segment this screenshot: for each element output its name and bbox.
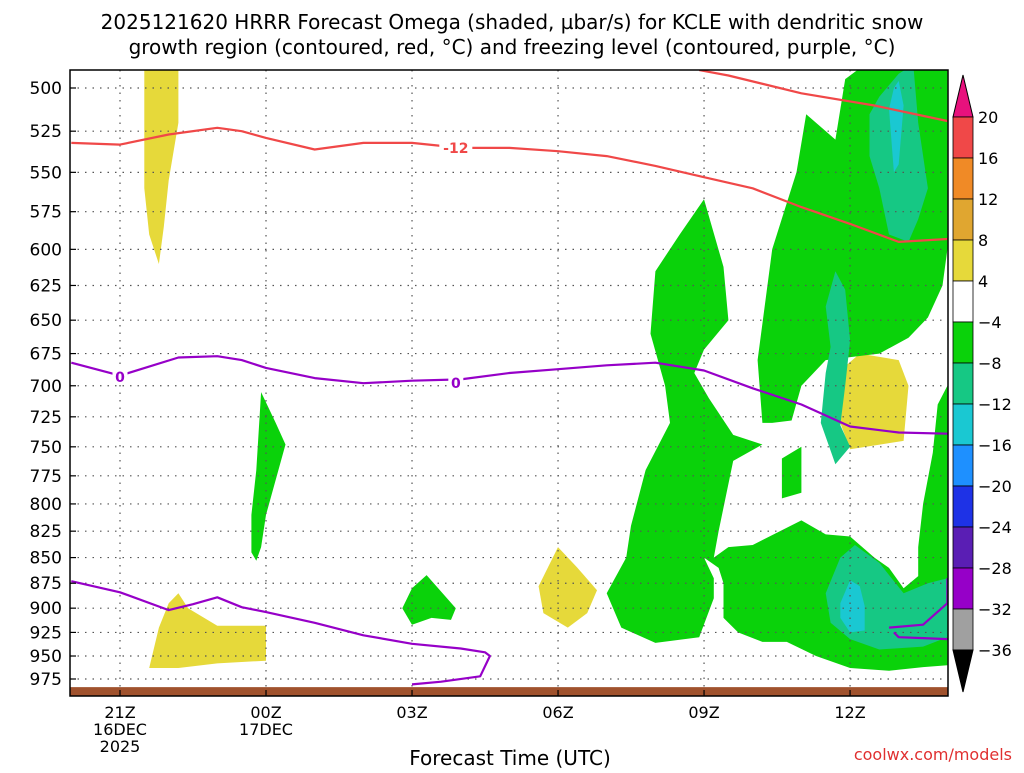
negative-omega-area-5 [781, 446, 802, 499]
y-tick-label-800: 800 [30, 495, 62, 515]
x-axis-label: Forecast Time (UTC) [409, 746, 611, 768]
credit-text: coolwx.com/models [854, 745, 1012, 764]
colorbar-bin-5 [952, 280, 974, 323]
colorbar-bin-4 [952, 239, 974, 282]
y-tick-label-750: 750 [30, 438, 62, 458]
y-tick-label-950: 950 [30, 647, 62, 667]
y-tick-label-900: 900 [30, 599, 62, 619]
surface-ground-strip [70, 687, 948, 696]
y-tick-label-825: 825 [30, 522, 62, 542]
surface-terrain-layer [70, 687, 948, 696]
colorbar-bin-8 [952, 403, 974, 446]
negative-omega-area-1 [251, 392, 286, 561]
colorbar-label-13: −36 [978, 641, 1012, 660]
y-tick-label-525: 525 [30, 122, 62, 142]
y-tick-label-850: 850 [30, 549, 62, 569]
dgz-contour-label-0: -12 [443, 141, 468, 157]
colorbar-bin-bottom [952, 649, 974, 693]
y-tick-label-650: 650 [30, 311, 62, 331]
y-tick-label-875: 875 [30, 574, 62, 594]
colorbar-label-5: −4 [978, 313, 1002, 332]
plot-frame [69, 69, 949, 697]
y-tick-label-725: 725 [30, 408, 62, 428]
colorbar-label-1: 16 [978, 149, 998, 168]
x-tick-label-0-2: 2025 [100, 737, 141, 756]
colorbar-label-11: −28 [978, 559, 1012, 578]
dgz-upper-contour [698, 70, 948, 123]
colorbar-label-0: 20 [978, 108, 998, 127]
colorbar-bin-11 [952, 526, 974, 569]
freezing-level-label-1-bg [448, 374, 464, 392]
x-tick-label-0-1: 16DEC [93, 720, 147, 739]
y-tick-label-550: 550 [30, 163, 62, 183]
colorbar-label-4: 4 [978, 272, 988, 291]
x-tick-label-5-0: 12Z [834, 703, 865, 722]
y-tick-label-500: 500 [30, 79, 62, 99]
positive-omega-area-2 [149, 593, 266, 668]
y-tick-label-775: 775 [30, 467, 62, 487]
colorbar-bin-1 [952, 116, 974, 159]
chart-title-line-1: 2025121620 HRRR Forecast Omega (shaded, … [101, 10, 924, 34]
negative-omega-area-2 [402, 575, 456, 625]
x-tick-label-1-1: 17DEC [239, 720, 293, 739]
dgz-minus12-contour [71, 126, 948, 243]
freezing-level-contour [71, 355, 948, 435]
x-tick-label-4-0: 09Z [688, 703, 719, 722]
colorbar-label-10: −24 [978, 518, 1012, 537]
y-tick-label-675: 675 [30, 345, 62, 365]
colorbar-bin-9 [952, 444, 974, 487]
x-tick-label-3-0: 06Z [542, 703, 573, 722]
colorbar-label-8: −16 [978, 436, 1012, 455]
omega-minus-12-area-1 [889, 80, 904, 173]
freezing-level-label-0: 0 [115, 370, 125, 386]
x-tick-label-0-0: 21Z [104, 703, 135, 722]
y-tick-label-975: 975 [30, 670, 62, 690]
y-tick-label-575: 575 [30, 203, 62, 223]
y-tick-label-925: 925 [30, 623, 62, 643]
positive-omega-area-1 [144, 70, 179, 264]
dgz-contour-label-0-bg [439, 138, 473, 156]
omega-minus-12-area-2 [840, 580, 865, 633]
contour-layer: -12 0 0 [71, 70, 948, 686]
freezing-level-right-contour-2 [893, 631, 948, 641]
y-axis: 500 525 550 575 600 625 650 675 700 725 750 775 800 8… [30, 79, 76, 690]
x-tick-label-2-0: 03Z [396, 703, 427, 722]
omega-shading-layer [144, 70, 948, 671]
colorbar-label-2: 12 [978, 190, 998, 209]
x-tick-label-1-0: 00Z [250, 703, 281, 722]
colorbar-bin-13 [952, 608, 974, 651]
freezing-level-low-contour [71, 580, 491, 686]
colorbar-label-3: 8 [978, 231, 988, 250]
chart-title-line-2: growth region (contoured, red, °C) and f… [129, 35, 896, 59]
colorbar-bin-10 [952, 485, 974, 528]
colorbar-bin-7 [952, 362, 974, 405]
colorbar-label-6: −8 [978, 354, 1002, 373]
y-tick-label-600: 600 [30, 240, 62, 260]
colorbar-bin-3 [952, 198, 974, 241]
colorbar-label-12: −32 [978, 600, 1012, 619]
y-tick-label-700: 700 [30, 377, 62, 397]
freezing-level-label-1: 0 [451, 376, 461, 392]
colorbar-label-9: −20 [978, 477, 1012, 496]
colorbar-label-7: −12 [978, 395, 1012, 414]
colorbar-bin-6 [952, 321, 974, 364]
colorbar-bin-12 [952, 567, 974, 610]
colorbar-bin-2 [952, 157, 974, 200]
positive-omega-area-3 [538, 547, 597, 628]
positive-omega-area-4 [840, 353, 909, 450]
y-tick-label-625: 625 [30, 276, 62, 296]
freezing-level-label-0-bg [112, 367, 128, 385]
colorbar: 20 16 12 8 4 −4 −8 −12 −16 −20 −24 −28 −32 −36 [952, 74, 1012, 693]
